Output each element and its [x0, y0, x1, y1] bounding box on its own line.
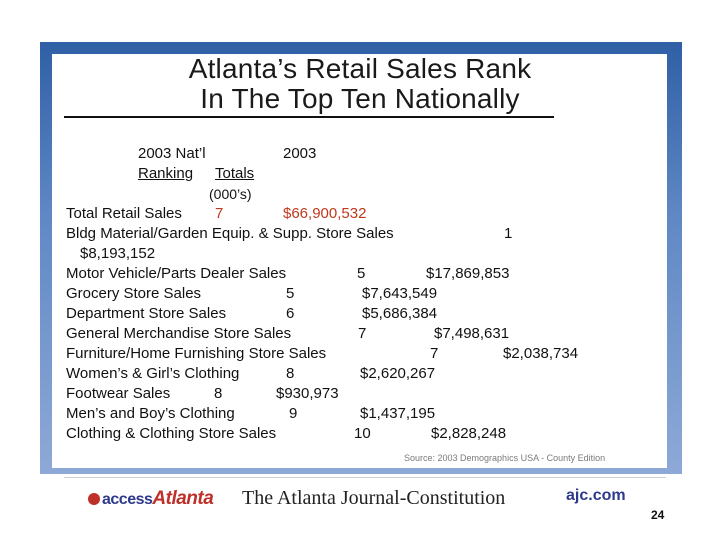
footer-divider: [64, 477, 666, 478]
row-rank: 5: [357, 265, 366, 282]
ajc-newspaper-logo: The Atlanta Journal-Constitution: [242, 487, 506, 509]
row-label: Women’s & Girl’s Clothing: [66, 365, 240, 382]
title-line-1: Atlanta’s Retail Sales Rank: [188, 53, 532, 84]
row-label: Grocery Store Sales: [66, 285, 202, 302]
row-label: Total Retail Sales: [66, 205, 182, 222]
logo-atlanta-text: Atlanta: [152, 488, 214, 509]
row-rank: 8: [214, 385, 223, 402]
row-total: $5,686,384: [362, 305, 438, 322]
row-rank: 7: [358, 325, 367, 342]
header-total-year: 2003: [283, 145, 317, 162]
page-number: 24: [651, 508, 665, 522]
row-label: Footwear Sales: [66, 385, 171, 402]
row-total: $17,869,853: [426, 265, 510, 282]
source-note: Source: 2003 Demographics USA - County E…: [404, 453, 606, 463]
row-total: $66,900,532: [283, 205, 367, 222]
row-rank: 9: [289, 405, 298, 422]
row-rank: 8: [286, 365, 295, 382]
row-rank: 6: [286, 305, 295, 322]
header-ranking: Ranking: [138, 165, 194, 182]
row-label: Clothing & Clothing Store Sales: [66, 425, 277, 442]
row-rank: 5: [286, 285, 295, 302]
row-label: Bldg Material/Garden Equip. & Supp. Stor…: [66, 225, 394, 242]
header-rank-year: 2003 Nat’l: [138, 145, 206, 162]
row-rank: 7: [430, 345, 439, 362]
row-total: $2,038,734: [503, 345, 579, 362]
accessatlanta-logo: accessAtlanta: [88, 488, 214, 509]
row-total: $1,437,195: [360, 405, 436, 422]
header-units: (000’s): [209, 186, 252, 202]
row-label: General Merchandise Store Sales: [66, 325, 292, 342]
ajc-site-logo: ajc.com: [566, 487, 626, 504]
row-total: $8,193,152: [80, 245, 156, 262]
row-rank: 1: [504, 225, 513, 242]
header-totals: Totals: [215, 165, 255, 182]
row-label: Men’s and Boy’s Clothing: [66, 405, 235, 422]
row-label: Furniture/Home Furnishing Store Sales: [66, 345, 327, 362]
row-total: $2,620,267: [360, 365, 436, 382]
slide-title: Atlanta’s Retail Sales Rank In The Top T…: [120, 54, 600, 114]
logo-access-text: access: [102, 491, 153, 508]
row-total: $930,973: [276, 385, 339, 402]
row-total: $7,498,631: [434, 325, 510, 342]
title-underline: [64, 116, 554, 118]
row-rank: 7: [215, 205, 224, 222]
content-panel: [52, 54, 667, 468]
logo-circle-icon: [88, 493, 100, 505]
title-line-2: In The Top Ten Nationally: [200, 83, 520, 114]
row-label: Motor Vehicle/Parts Dealer Sales: [66, 265, 287, 282]
row-total: $2,828,248: [431, 425, 507, 442]
row-total: $7,643,549: [362, 285, 438, 302]
row-rank: 10: [354, 425, 371, 442]
row-label: Department Store Sales: [66, 305, 227, 322]
